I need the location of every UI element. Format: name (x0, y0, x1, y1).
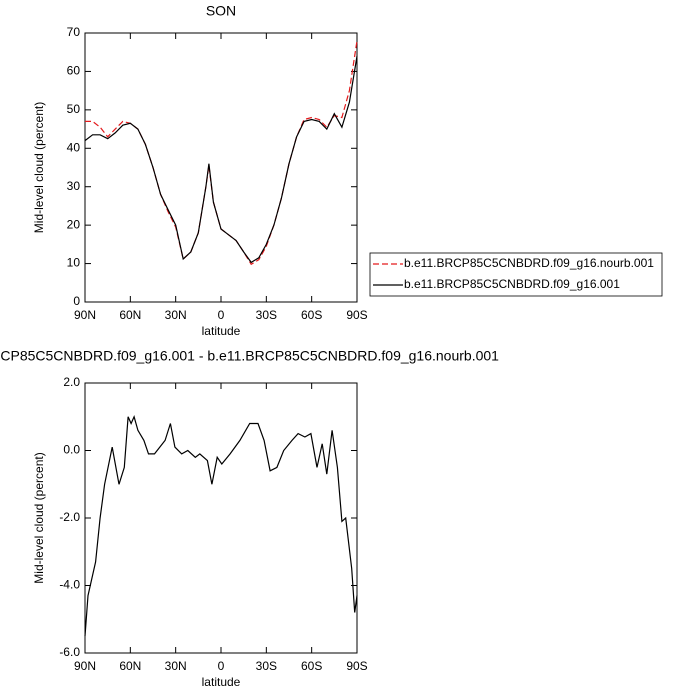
plot-frame (84, 382, 358, 654)
x-tick-label: 30N (165, 659, 187, 673)
chart-title: SON (206, 3, 236, 19)
x-tick-label: 90N (74, 659, 96, 673)
y-tick-label: 10 (67, 256, 81, 270)
x-axis-label: latitude (202, 324, 241, 338)
y-axis-label: Mid-level cloud (percent) (32, 102, 46, 233)
y-axis-label: Mid-level cloud (percent) (32, 452, 46, 583)
y-tick-label: 50 (67, 102, 81, 116)
y-tick-label: -4.0 (59, 578, 80, 592)
y-tick-label: -2.0 (59, 510, 80, 524)
x-tick-label: 90S (346, 308, 367, 322)
x-tick-label: 60S (301, 659, 322, 673)
y-tick-label: 30 (67, 179, 81, 193)
plot-frame (84, 32, 358, 303)
x-tick-label: 0 (218, 308, 225, 322)
x-tick-label: 30S (256, 659, 277, 673)
y-tick-label: 40 (67, 140, 81, 154)
y-tick-label: 60 (67, 64, 81, 78)
x-tick-label: 90N (74, 308, 96, 322)
y-tick-label: 2.0 (63, 375, 80, 389)
legend-label: b.e11.BRCP85C5CNBDRD.f09_g16.nourb.001 (404, 256, 654, 270)
y-tick-label: 0 (73, 294, 80, 308)
chart-title: b.e11.BRCP85C5CNBDRD.f09_g16.001 - b.e11… (0, 348, 499, 364)
x-tick-label: 30S (256, 308, 277, 322)
y-tick-label: 20 (67, 217, 81, 231)
data-line (84, 56, 358, 264)
x-axis-label: latitude (202, 675, 241, 689)
data-line (84, 415, 358, 637)
legend-box (369, 252, 663, 297)
x-tick-label: 90S (346, 659, 367, 673)
data-line (85, 40, 358, 266)
x-tick-label: 60N (119, 659, 141, 673)
x-tick-label: 60N (119, 308, 141, 322)
legend-label: b.e11.BRCP85C5CNBDRD.f09_g16.001 (404, 277, 620, 291)
y-tick-label: 0.0 (63, 443, 80, 457)
x-tick-label: 0 (218, 659, 225, 673)
y-tick-label: 70 (67, 25, 81, 39)
x-tick-label: 30N (165, 308, 187, 322)
y-tick-label: -6.0 (59, 645, 80, 659)
x-tick-label: 60S (301, 308, 322, 322)
